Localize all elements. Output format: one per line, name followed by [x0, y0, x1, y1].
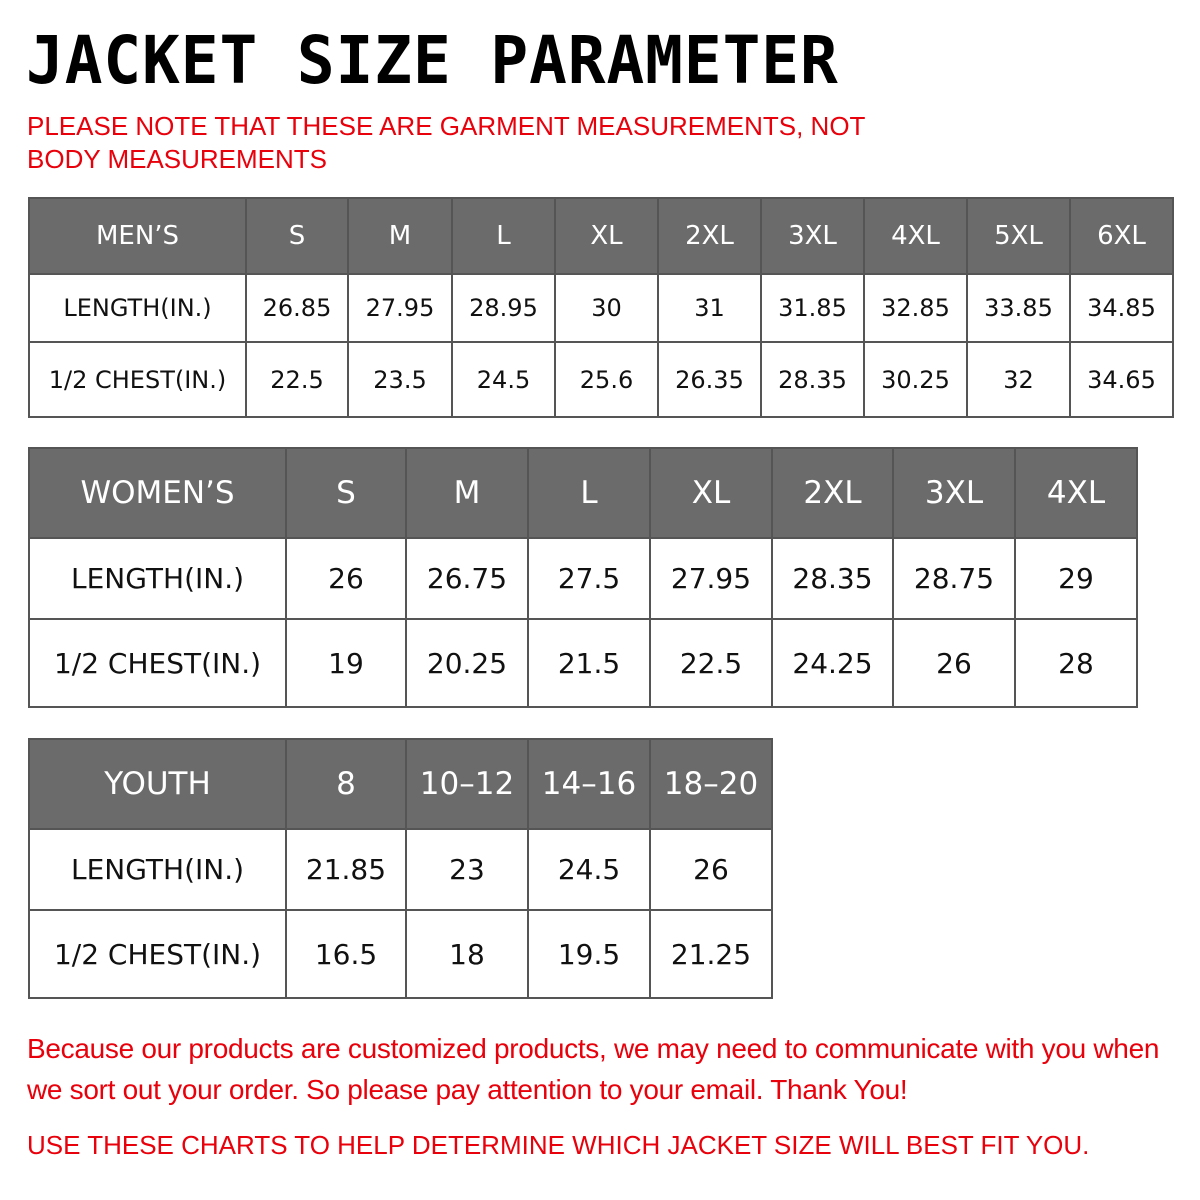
measurement-value: 24.25	[771, 618, 894, 708]
size-header: 2XL	[771, 447, 894, 539]
measurement-value: 22.5	[649, 618, 773, 708]
measurement-value: 23	[405, 828, 529, 911]
header-row: YOUTH 8 10–12 14–16 18–20	[28, 738, 773, 830]
measurement-value: 31	[657, 273, 762, 343]
table-row: 1/2 CHEST(IN.) 19 20.25 21.5 22.5 24.25 26 28	[28, 618, 1138, 708]
measurement-value: 30	[554, 273, 659, 343]
measurement-value: 24.5	[527, 828, 651, 911]
measurement-value: 16.5	[285, 909, 407, 999]
measurement-label: 1/2 CHEST(IN.)	[28, 618, 287, 708]
size-advice: USE THESE CHARTS TO HELP DETERMINE WHICH…	[27, 1130, 1090, 1160]
measurement-value: 20.25	[405, 618, 529, 708]
size-header: S	[245, 197, 349, 275]
measurement-value: 31.85	[760, 273, 865, 343]
womens-size-table: WOMEN’S S M L XL 2XL 3XL 4XL LENGTH(IN.) 26 26.75 2…	[28, 447, 1138, 708]
measurement-value: 25.6	[554, 341, 659, 418]
category-header: MEN’S	[28, 197, 247, 275]
measurement-value: 26.75	[405, 537, 529, 620]
size-header: L	[527, 447, 651, 539]
measurement-value: 32.85	[863, 273, 968, 343]
size-header: 8	[285, 738, 407, 830]
measurement-label: 1/2 CHEST(IN.)	[28, 909, 287, 999]
measurement-label: 1/2 CHEST(IN.)	[28, 341, 247, 418]
measurement-value: 28.35	[760, 341, 865, 418]
measurement-value: 22.5	[245, 341, 349, 418]
measurement-value: 23.5	[347, 341, 453, 418]
header-row: WOMEN’S S M L XL 2XL 3XL 4XL	[28, 447, 1138, 539]
measurement-note: PLEASE NOTE THAT THESE ARE GARMENT MEASU…	[27, 111, 865, 174]
measurement-value: 27.95	[649, 537, 773, 620]
header-row: MEN’S S M L XL 2XL 3XL 4XL 5XL 6XL	[28, 197, 1174, 275]
size-header: 6XL	[1069, 197, 1174, 275]
measurement-value: 28.35	[771, 537, 894, 620]
size-header: S	[285, 447, 407, 539]
table-row: LENGTH(IN.) 26 26.75 27.5 27.95 28.35 28.75 29	[28, 537, 1138, 620]
measurement-value: 19.5	[527, 909, 651, 999]
measurement-value: 28.75	[892, 537, 1016, 620]
measurement-value: 26.85	[245, 273, 349, 343]
size-header: M	[405, 447, 529, 539]
measurement-value: 26	[649, 828, 773, 911]
measurement-value: 26	[285, 537, 407, 620]
measurement-value: 30.25	[863, 341, 968, 418]
measurement-value: 21.85	[285, 828, 407, 911]
size-header: 3XL	[892, 447, 1016, 539]
measurement-value: 34.85	[1069, 273, 1174, 343]
measurement-value: 21.25	[649, 909, 773, 999]
size-header: L	[451, 197, 556, 275]
measurement-value: 21.5	[527, 618, 651, 708]
measurement-value: 24.5	[451, 341, 556, 418]
measurement-value: 28	[1014, 618, 1138, 708]
table-row: LENGTH(IN.) 21.85 23 24.5 26	[28, 828, 773, 911]
measurement-value: 32	[966, 341, 1071, 418]
measurement-value: 28.95	[451, 273, 556, 343]
size-header: XL	[649, 447, 773, 539]
table-row: 1/2 CHEST(IN.) 22.5 23.5 24.5 25.6 26.35 28.35…	[28, 341, 1174, 418]
measurement-value: 29	[1014, 537, 1138, 620]
size-header: 4XL	[863, 197, 968, 275]
size-header: 2XL	[657, 197, 762, 275]
customization-message: Because our products are customized prod…	[27, 1033, 1160, 1105]
category-header: WOMEN’S	[28, 447, 287, 539]
category-header: YOUTH	[28, 738, 287, 830]
size-header: 18–20	[649, 738, 773, 830]
size-header: 10–12	[405, 738, 529, 830]
size-header: M	[347, 197, 453, 275]
size-header: 4XL	[1014, 447, 1138, 539]
measurement-value: 27.5	[527, 537, 651, 620]
size-header: 3XL	[760, 197, 865, 275]
table-row: LENGTH(IN.) 26.85 27.95 28.95 30 31 31.85 32.85…	[28, 273, 1174, 343]
size-header: XL	[554, 197, 659, 275]
measurement-label: LENGTH(IN.)	[28, 537, 287, 620]
page-title: JACKET SIZE PARAMETER	[26, 22, 839, 99]
measurement-value: 18	[405, 909, 529, 999]
measurement-label: LENGTH(IN.)	[28, 828, 287, 911]
measurement-value: 19	[285, 618, 407, 708]
size-header: 14–16	[527, 738, 651, 830]
size-header: 5XL	[966, 197, 1071, 275]
mens-size-table: MEN’S S M L XL 2XL 3XL 4XL 5XL 6XL LENGTH(IN.) 26.8…	[28, 197, 1174, 418]
measurement-value: 34.65	[1069, 341, 1174, 418]
table-row: 1/2 CHEST(IN.) 16.5 18 19.5 21.25	[28, 909, 773, 999]
measurement-value: 26.35	[657, 341, 762, 418]
measurement-value: 27.95	[347, 273, 453, 343]
measurement-label: LENGTH(IN.)	[28, 273, 247, 343]
youth-size-table: YOUTH 8 10–12 14–16 18–20 LENGTH(IN.) 21.85 23 2…	[28, 738, 773, 999]
measurement-value: 33.85	[966, 273, 1071, 343]
measurement-value: 26	[892, 618, 1016, 708]
